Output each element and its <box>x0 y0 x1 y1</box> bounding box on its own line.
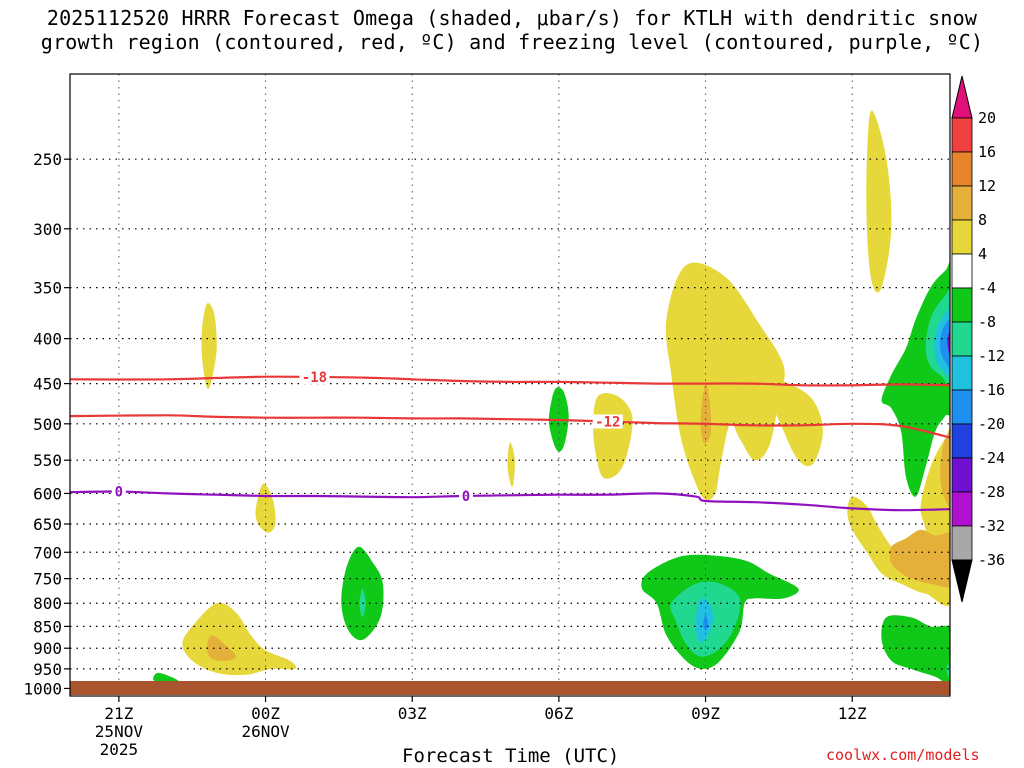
x-tick-date-00Z: 26NOV <box>241 722 290 741</box>
plot-frame <box>69 73 951 697</box>
y-tick-label-850: 850 <box>33 617 62 636</box>
isotherm-minus18-label-bg-0 <box>299 370 330 385</box>
colorbar-label-10: -24 <box>978 449 1005 467</box>
colorbar-bin-7 <box>951 321 973 357</box>
x-tick-label-09Z: 09Z <box>691 704 720 723</box>
colorbar-label-7: -12 <box>978 347 1005 365</box>
y-tick-label-350: 350 <box>33 279 62 298</box>
y-tick-label-550: 550 <box>33 451 62 470</box>
colorbar-bin-1 <box>951 117 973 153</box>
isotherm-minus18-label-0: -18 <box>302 370 327 386</box>
colorbar-label-13: -36 <box>978 551 1005 569</box>
colorbar-label-3: 8 <box>978 211 987 229</box>
y-tick-label-300: 300 <box>33 220 62 239</box>
colorbar-label-4: 4 <box>978 245 987 263</box>
axis-layer: 250 300 350 400 450 500 550 600 650 700 750 800 850 9… <box>23 150 867 759</box>
x-tick-year-21Z: 2025 <box>100 740 139 759</box>
colorbar-bin-3 <box>951 185 973 221</box>
chart-title-line2: growth region (contoured, red, ºC) and f… <box>40 30 984 54</box>
colorbar-label-0: 20 <box>978 109 996 127</box>
site-credit: coolwx.com/models <box>826 746 980 764</box>
omega-orange-right-mid <box>940 430 950 509</box>
x-tick-label-00Z: 00Z <box>251 704 280 723</box>
omega-blue-09z <box>703 615 708 631</box>
colorbar-bin-6 <box>951 287 973 323</box>
colorbar-bin-13 <box>951 525 973 561</box>
y-tick-label-700: 700 <box>33 543 62 562</box>
omega-shading-layer <box>153 110 950 687</box>
x-tick-label-12Z: 12Z <box>838 704 867 723</box>
omega-yellow-big-09z <box>665 262 785 501</box>
y-tick-label-650: 650 <box>33 515 62 534</box>
omega-purple-right <box>947 330 950 358</box>
colorbar-bin-12 <box>951 491 973 527</box>
colorbar-bottom-triangle <box>951 559 973 603</box>
colorbar-label-5: -4 <box>978 279 996 297</box>
omega-orange-low-2230z <box>206 635 237 661</box>
colorbar: 20 16 12 8 4 -4 -8 -12 -16 -20 -24 -28 -32 -36 <box>951 75 1005 603</box>
colorbar-label-9: -20 <box>978 415 1005 433</box>
y-tick-label-900: 900 <box>33 639 62 658</box>
freezing-level-0c-line <box>70 490 950 512</box>
colorbar-label-6: -8 <box>978 313 996 331</box>
omega-yellow-05z <box>507 442 515 488</box>
freezing-level-0c-label-bg-0 <box>111 484 126 499</box>
y-tick-label-950: 950 <box>33 660 62 679</box>
colorbar-bin-9 <box>951 389 973 425</box>
x-tick-label-21Z: 21Z <box>104 704 133 723</box>
colorbar-bin-11 <box>951 457 973 493</box>
colorbar-label-11: -28 <box>978 483 1005 501</box>
omega-green-right-low <box>881 615 950 687</box>
colorbar-bin-4 <box>951 219 973 255</box>
colorbar-bin-5 <box>951 253 973 289</box>
y-tick-label-1000: 1000 <box>23 679 62 698</box>
colorbar-bin-2 <box>951 151 973 187</box>
y-tick-label-800: 800 <box>33 594 62 613</box>
colorbar-label-2: 12 <box>978 177 996 195</box>
omega-blue-right <box>940 318 950 370</box>
colorbar-label-8: -16 <box>978 381 1005 399</box>
colorbar-label-1: 16 <box>978 143 996 161</box>
freezing-level-0c-label-0: 0 <box>115 485 123 501</box>
x-tick-label-03Z: 03Z <box>398 704 427 723</box>
colorbar-bin-10 <box>951 423 973 459</box>
y-tick-label-400: 400 <box>33 330 62 349</box>
colorbar-label-12: -32 <box>978 517 1005 535</box>
x-tick-date-21Z: 25NOV <box>95 722 144 741</box>
omega-yellow-1330z <box>847 425 950 606</box>
omega-teal-right-low <box>946 664 950 678</box>
x-axis-title: Forecast Time (UTC) <box>402 745 620 767</box>
freezing-level-0c-label-bg-1 <box>459 488 473 503</box>
omega-yellow-1030z <box>764 376 823 467</box>
isotherm-minus12-line <box>70 414 950 439</box>
freezing-level-0c-label-1: 0 <box>462 489 470 505</box>
y-tick-label-750: 750 <box>33 570 62 589</box>
x-tick-label-06Z: 06Z <box>544 704 573 723</box>
contour-layer: -18 -12 0 0 <box>70 370 950 512</box>
y-tick-label-600: 600 <box>33 484 62 503</box>
chart-title: 2025112520 HRRR Forecast Omega (shaded, … <box>0 6 1024 54</box>
omega-yellow-low-2230z <box>182 602 297 676</box>
terrain-ground-bar <box>70 681 950 695</box>
isotherm-minus12-label-0: -12 <box>595 415 620 431</box>
y-tick-label-250: 250 <box>33 150 62 169</box>
y-tick-label-450: 450 <box>33 375 62 394</box>
omega-yellow-tall-right <box>866 110 892 293</box>
colorbar-bin-8 <box>951 355 973 391</box>
omega-yellow-2230z <box>201 303 217 389</box>
chart-title-line1: 2025112520 HRRR Forecast Omega (shaded, … <box>46 6 978 30</box>
colorbar-top-triangle <box>951 75 973 119</box>
y-tick-label-500: 500 <box>33 415 62 434</box>
isotherm-minus12-label-bg-0 <box>592 414 623 429</box>
omega-yellow-0730z <box>593 393 633 479</box>
omega-orange-1330z <box>889 529 950 588</box>
isotherm-minus18-line <box>70 375 950 387</box>
